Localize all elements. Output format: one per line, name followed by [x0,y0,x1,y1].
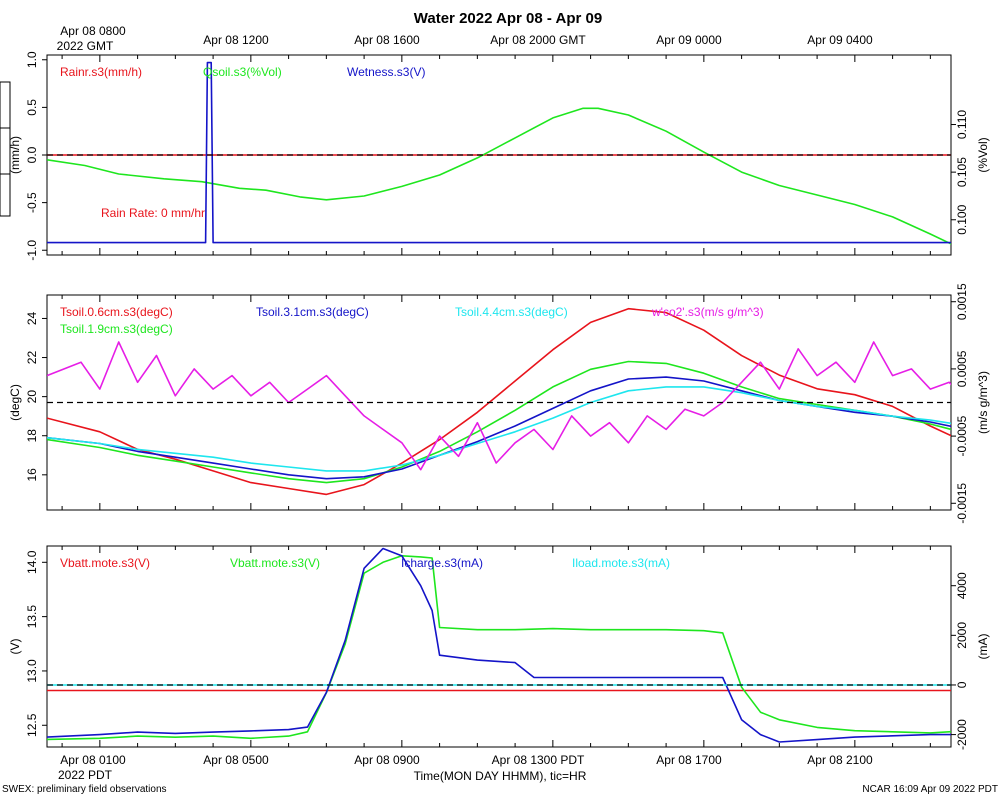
right-y-tick-label: 0.0015 [955,283,969,320]
right-axis-label: (m/s g/m^3) [976,371,990,434]
series-line [47,386,951,472]
left-axis-label: (mm/h) [8,136,22,174]
right-y-tick-label: 0.100 [955,204,969,234]
legend-entry: w'co2'.s3(m/s g/m^3) [651,305,764,319]
left-y-tick-label: 1.0 [25,51,39,68]
figure-title: Water 2022 Apr 08 - Apr 09 [414,10,602,27]
left-axis-label: (degC) [8,384,22,421]
footer-right-note: NCAR 16:09 Apr 09 2022 PDT [862,784,998,795]
left-y-tick-label: 14.0 [25,550,39,574]
bottom-time-label: Apr 08 0500 [203,753,269,767]
chart-panel-2: 16 18 20 22 24 (degC) -0.0015 -0.0005 0.0005 0.00… [8,283,990,524]
plot-frame [46,545,952,748]
left-edge-widget [0,81,11,217]
legend-entry: Iload.mote.s3(mA) [572,556,670,570]
left-axis-label: (V) [8,639,22,655]
chart-annotation: Rain Rate: 0 mm/hr [101,206,205,220]
series-line [47,547,951,743]
left-y-tick-label: 20 [25,390,39,404]
legend-entry: Icharge.s3(mA) [401,556,483,570]
right-y-tick-label: 4000 [955,572,969,599]
bottom-time-label: Apr 08 1700 [656,753,722,767]
bottom-time-sublabel: 2022 PDT [58,768,113,782]
plot-area [47,547,951,743]
series-line [47,307,951,496]
chart-panels: -1.0 -0.5 0.0 0.5 1.0 (mm/h) 0.100 0.105 0.110 (%… [8,51,990,750]
series-line [47,341,951,471]
legend-entry: Vbatt.mote.s3(V) [230,556,320,570]
legend-entry: Vbatt.mote.s3(V) [60,556,150,570]
series-line [47,107,951,245]
series-line [47,360,951,484]
top-time-label: Apr 08 1200 [203,33,269,47]
bottom-time-label: Apr 08 0900 [354,753,420,767]
right-y-tick-label: -2000 [955,719,969,750]
top-time-label: Apr 08 2000 GMT [490,33,586,47]
left-y-tick-label: 18 [25,429,39,443]
legend-entry: Tsoil.0.6cm.s3(degC) [60,305,173,319]
bottom-time-label: Apr 08 1300 PDT [492,753,585,767]
top-time-sublabel: 2022 GMT [57,39,114,53]
legend-entry: Tsoil.3.1cm.s3(degC) [256,305,369,319]
legend-entry: Tsoil.4.4cm.s3(degC) [455,305,568,319]
left-y-tick-label: 13.0 [25,659,39,683]
left-y-tick-label: 24 [25,311,39,325]
left-y-tick-label: 0.0 [25,146,39,163]
right-y-tick-label: 0.105 [955,157,969,187]
legend-entry: Qsoil.s3(%Vol) [203,65,282,79]
bottom-time-label: Apr 08 0100 [60,753,126,767]
left-y-tick-label: -0.5 [25,192,39,213]
legend-entry: Tsoil.1.9cm.s3(degC) [60,322,173,336]
chart-panel-1: -1.0 -0.5 0.0 0.5 1.0 (mm/h) 0.100 0.105 0.110 (%… [8,51,990,260]
series-line [47,61,951,244]
bottom-time-label: Apr 08 2100 [807,753,873,767]
footer-left-note: SWEX: preliminary field observations [2,784,167,795]
chart-panel-3: 12.5 13.0 13.5 14.0 (V) -2000 0 2000 4000 (mA) Vba… [8,545,990,750]
top-time-label: Apr 09 0000 [656,33,722,47]
left-y-tick-label: 13.5 [25,605,39,629]
top-time-label: Apr 09 0400 [807,33,873,47]
top-time-label: Apr 08 1600 [354,33,420,47]
legend-entry: Wetness.s3(V) [347,65,425,79]
right-y-tick-label: 0.110 [955,110,969,139]
left-y-tick-label: 22 [25,351,39,365]
legend-entry: Rainr.s3(mm/h) [60,65,142,79]
x-axis-label: Time(MON DAY HHMM), tic=HR [414,769,587,783]
plot-area [47,61,951,245]
series-line [47,376,951,480]
right-y-tick-label: 2000 [955,622,969,649]
left-y-tick-label: -1.0 [25,240,39,261]
left-y-tick-label: 12.5 [25,713,39,737]
right-axis-label: (mA) [976,634,990,660]
right-axis-label: (%Vol) [976,137,990,172]
series-line [47,554,951,741]
left-y-tick-label: 0.5 [25,99,39,116]
left-y-tick-label: 16 [25,468,39,482]
right-y-tick-label: 0.0005 [955,350,969,387]
right-y-tick-label: 0 [955,681,969,688]
plot-area [47,307,951,496]
right-y-tick-label: -0.0015 [955,483,969,524]
right-y-tick-label: -0.0005 [955,415,969,456]
top-time-label: Apr 08 0800 [60,24,126,38]
